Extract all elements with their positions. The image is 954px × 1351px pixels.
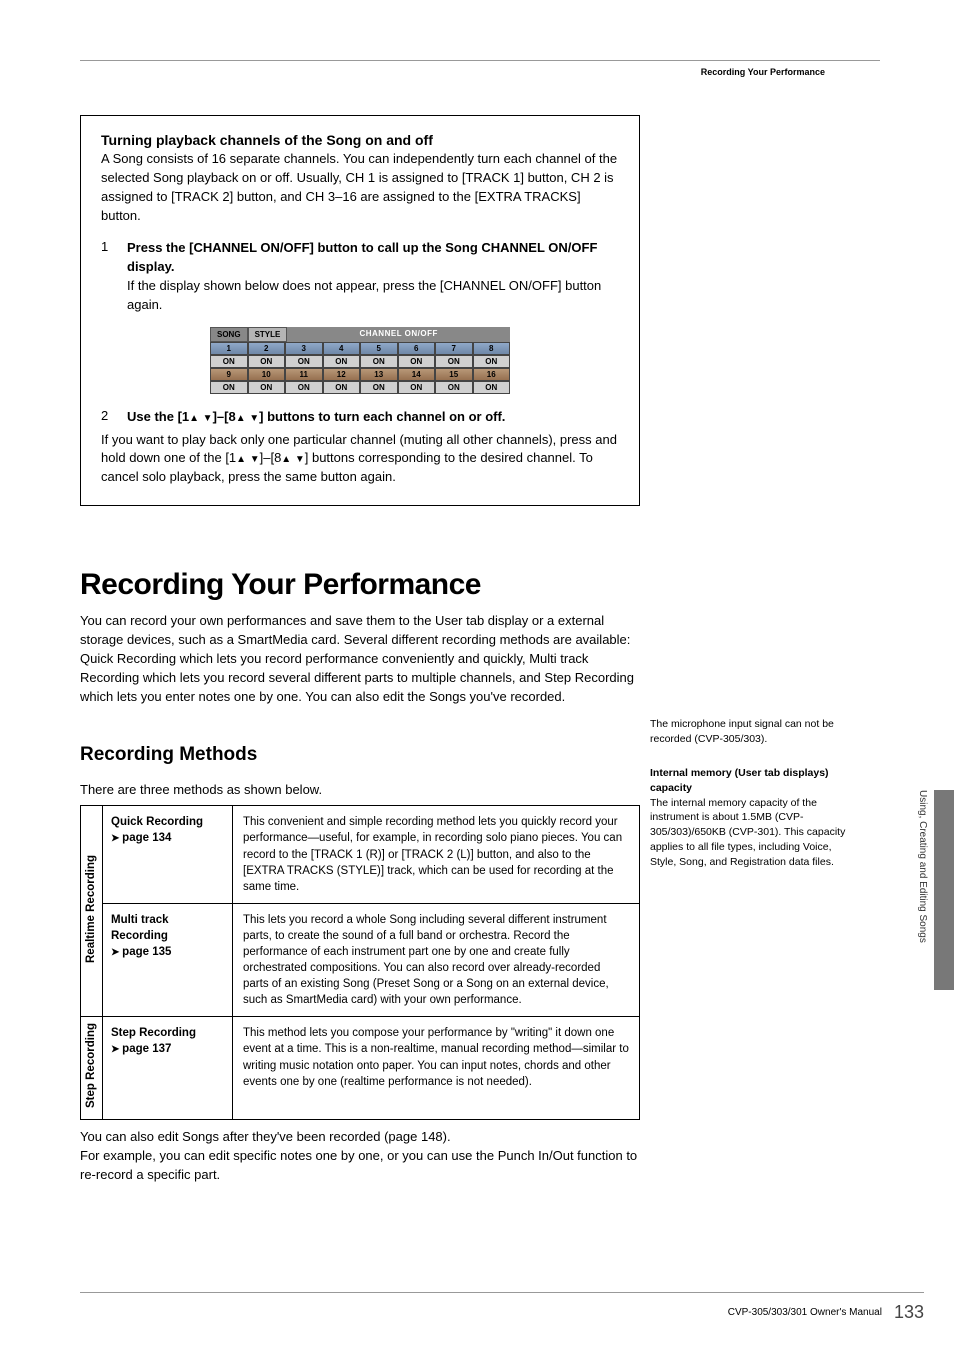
- subsection-title: Recording Methods: [80, 744, 640, 766]
- ch-on: ON: [473, 355, 511, 368]
- ch-on: ON: [248, 355, 286, 368]
- ch-on: ON: [248, 381, 286, 394]
- ch-num: 8: [473, 342, 511, 355]
- display-title: CHANNEL ON/OFF: [287, 327, 510, 342]
- ch-num: 7: [435, 342, 473, 355]
- channel-onoff-display: SONG STYLE CHANNEL ON/OFF 1 2 3 4 5 6 7 …: [210, 327, 510, 394]
- header-rule: [80, 60, 880, 61]
- ch-num: 10: [248, 368, 286, 381]
- method-desc-step: This method lets you compose your perfor…: [233, 1017, 640, 1120]
- ch-num: 9: [210, 368, 248, 381]
- methods-intro: There are three methods as shown below.: [80, 782, 640, 797]
- ch-on: ON: [473, 381, 511, 394]
- ch-num: 4: [323, 342, 361, 355]
- method-desc-multi: This lets you record a whole Song includ…: [233, 903, 640, 1017]
- table-row: Step Recording Step Recording page 137 T…: [81, 1017, 640, 1120]
- section-para-1: You can record your own performances and…: [80, 612, 640, 650]
- triangle-down-icon: [249, 409, 259, 424]
- ch-num: 3: [285, 342, 323, 355]
- side-note-memory-body: The internal memory capacity of the inst…: [650, 796, 850, 869]
- after-table-para-1: You can also edit Songs after they've be…: [80, 1128, 640, 1147]
- footer-page-number: 133: [894, 1302, 924, 1323]
- method-name-quick: Quick Recording page 134: [103, 806, 233, 903]
- triangle-up-icon: [236, 450, 246, 465]
- side-column: The microphone input signal can not be r…: [650, 77, 850, 869]
- recording-methods-table: Realtime Recording Quick Recording page …: [80, 805, 640, 1120]
- ch-on: ON: [210, 355, 248, 368]
- side-tab-marker: [934, 790, 954, 990]
- section-title: Recording Your Performance: [80, 568, 640, 602]
- step-2-instruction: Use the [1 ]–[8 ] buttons to turn each c…: [127, 408, 619, 427]
- page-ref: page 137: [111, 1041, 224, 1057]
- page-ref: page 134: [111, 830, 224, 846]
- step-1-number: 1: [101, 239, 113, 314]
- ch-on: ON: [323, 355, 361, 368]
- step-2-number: 2: [101, 408, 113, 427]
- ch-num: 1: [210, 342, 248, 355]
- step-1-detail: If the display shown below does not appe…: [127, 277, 619, 315]
- footer-manual: CVP-305/303/301 Owner's Manual: [728, 1307, 882, 1318]
- ch-num: 5: [360, 342, 398, 355]
- box-title: Turning playback channels of the Song on…: [101, 132, 619, 148]
- ch-on: ON: [398, 355, 436, 368]
- step-1: 1 Press the [CHANNEL ON/OFF] button to c…: [101, 239, 619, 314]
- ch-on: ON: [435, 355, 473, 368]
- method-name-multi: Multi track Recording page 135: [103, 903, 233, 1017]
- ch-num: 11: [285, 368, 323, 381]
- triangle-down-icon: [203, 409, 213, 424]
- display-tab-song: SONG: [210, 327, 248, 342]
- triangle-up-icon: [189, 409, 199, 424]
- ch-num: 6: [398, 342, 436, 355]
- main-column: Turning playback channels of the Song on…: [80, 77, 640, 1185]
- triangle-down-icon: [295, 450, 305, 465]
- step-2: 2 Use the [1 ]–[8 ] buttons to turn each…: [101, 408, 619, 427]
- group-realtime: Realtime Recording: [81, 806, 103, 1017]
- footer-rule: [80, 1292, 924, 1293]
- ch-on: ON: [323, 381, 361, 394]
- ch-num: 13: [360, 368, 398, 381]
- ch-on: ON: [285, 381, 323, 394]
- footer: CVP-305/303/301 Owner's Manual 133: [728, 1302, 924, 1323]
- ch-num: 15: [435, 368, 473, 381]
- after-table-para-2: For example, you can edit specific notes…: [80, 1147, 640, 1185]
- group-step: Step Recording: [81, 1017, 103, 1120]
- side-note-mic: The microphone input signal can not be r…: [650, 717, 850, 746]
- ch-on: ON: [360, 381, 398, 394]
- triangle-up-icon: [236, 409, 246, 424]
- ch-num: 16: [473, 368, 511, 381]
- step-2-detail: If you want to play back only one partic…: [101, 431, 619, 488]
- ch-num: 2: [248, 342, 286, 355]
- page-ref: page 135: [111, 944, 224, 960]
- method-desc-quick: This convenient and simple recording met…: [233, 806, 640, 903]
- side-tab-label: Using, Creating and Editing Songs: [917, 790, 928, 990]
- table-row: Multi track Recording page 135 This lets…: [81, 903, 640, 1017]
- ch-on: ON: [435, 381, 473, 394]
- table-row: Realtime Recording Quick Recording page …: [81, 806, 640, 903]
- box-intro: A Song consists of 16 separate channels.…: [101, 150, 619, 225]
- ch-on: ON: [210, 381, 248, 394]
- playback-channels-box: Turning playback channels of the Song on…: [80, 115, 640, 506]
- ch-on: ON: [285, 355, 323, 368]
- header-breadcrumb: Recording Your Performance: [80, 67, 880, 77]
- ch-on: ON: [360, 355, 398, 368]
- ch-num: 14: [398, 368, 436, 381]
- step-1-instruction: Press the [CHANNEL ON/OFF] button to cal…: [127, 239, 619, 277]
- side-note-memory: Internal memory (User tab displays) capa…: [650, 766, 850, 869]
- triangle-up-icon: [281, 450, 291, 465]
- display-tab-style: STYLE: [248, 327, 288, 342]
- ch-on: ON: [398, 381, 436, 394]
- side-note-memory-title: Internal memory (User tab displays) capa…: [650, 766, 850, 795]
- section-para-2: Quick Recording which lets you record pe…: [80, 650, 640, 707]
- ch-num: 12: [323, 368, 361, 381]
- method-name-step: Step Recording page 137: [103, 1017, 233, 1120]
- triangle-down-icon: [250, 450, 260, 465]
